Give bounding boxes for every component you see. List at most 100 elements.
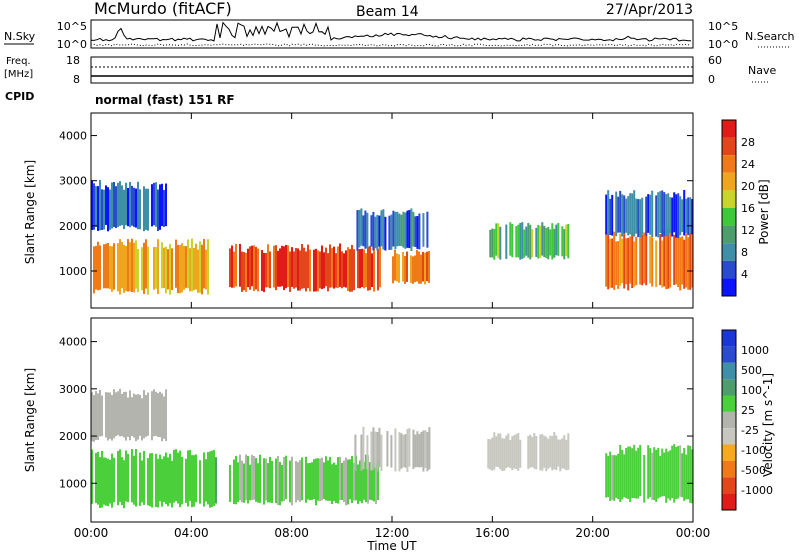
echo-column-2 xyxy=(345,457,347,506)
echo-column-4 xyxy=(420,254,422,284)
echo-column-1 xyxy=(113,389,115,439)
echo-column-5 xyxy=(537,224,540,259)
echo-column-0 xyxy=(127,239,129,292)
echo-column-1 xyxy=(127,188,129,227)
y-tick-label: 2000 xyxy=(59,220,87,233)
echo-column-4 xyxy=(493,432,496,470)
echo-column-6 xyxy=(669,228,672,288)
echo-column-2 xyxy=(349,249,351,292)
echo-column-2 xyxy=(277,250,279,287)
echo-column-0 xyxy=(147,246,149,295)
echo-column-6 xyxy=(661,240,664,288)
colorbar-swatch xyxy=(722,460,736,478)
echo-column-2 xyxy=(317,250,319,292)
power-echo-layer xyxy=(91,180,694,295)
echo-column-1 xyxy=(127,397,129,437)
echo-column-1 xyxy=(93,183,95,230)
echo-column-4 xyxy=(535,436,538,470)
echo-column-2 xyxy=(281,465,283,502)
echo-column-2 xyxy=(325,456,327,501)
colorbar-swatch xyxy=(722,278,736,296)
echo-column-2 xyxy=(343,460,345,502)
echo-column-4 xyxy=(487,439,490,469)
echo-column-1 xyxy=(111,395,113,441)
echo-column-7 xyxy=(621,194,624,237)
echo-column-5 xyxy=(553,228,556,258)
echo-column-2 xyxy=(327,253,329,292)
echo-column-3 xyxy=(366,435,369,470)
echo-column-0 xyxy=(129,242,131,292)
echo-column-2 xyxy=(369,462,371,500)
echo-column-2 xyxy=(357,464,359,505)
echo-column-7 xyxy=(617,196,620,233)
echo-column-2 xyxy=(295,461,297,503)
x-tick-label: 08:00 xyxy=(274,526,309,540)
freq-label-line1: Freq. xyxy=(6,56,31,67)
echo-column-3 xyxy=(424,430,427,469)
echo-column-5 xyxy=(567,224,570,259)
echo-column-2 xyxy=(359,249,361,289)
echo-column-1 xyxy=(159,391,161,438)
echo-column-7 xyxy=(611,194,614,236)
echo-column-2 xyxy=(277,455,279,505)
echo-column-0 xyxy=(179,450,181,508)
echo-column-5 xyxy=(661,448,664,497)
echo-column-5 xyxy=(535,227,538,257)
cpid-value: normal (fast) 151 RF xyxy=(95,93,235,107)
echo-column-7 xyxy=(619,190,622,233)
echo-column-6 xyxy=(635,236,638,286)
echo-column-2 xyxy=(271,460,273,503)
y-tick-label: 4000 xyxy=(59,130,87,143)
echo-column-2 xyxy=(247,248,249,288)
echo-column-2 xyxy=(361,248,363,287)
echo-column-2 xyxy=(335,253,337,288)
echo-column-2 xyxy=(353,249,355,291)
echo-column-4 xyxy=(533,433,536,469)
echo-column-7 xyxy=(691,199,694,235)
echo-column-1 xyxy=(161,393,163,442)
echo-column-0 xyxy=(141,460,143,503)
echo-column-4 xyxy=(398,254,400,283)
echo-column-0 xyxy=(183,245,185,290)
echo-column-2 xyxy=(285,455,287,500)
echo-column-0 xyxy=(117,243,119,292)
echo-column-2 xyxy=(269,251,271,289)
colorbar-tick-label: -500 xyxy=(741,464,766,477)
echo-column-5 xyxy=(527,222,530,258)
echo-column-0 xyxy=(195,454,197,503)
echo-column-1 xyxy=(147,392,149,436)
echo-column-6 xyxy=(625,238,628,285)
echo-column-5 xyxy=(677,445,680,499)
echo-column-2 xyxy=(319,251,321,289)
echo-column-4 xyxy=(543,435,546,468)
y-tick-label: 4000 xyxy=(59,336,87,349)
colorbar-tick-label: 500 xyxy=(741,364,762,377)
echo-column-3 xyxy=(390,214,393,250)
echo-column-6 xyxy=(651,237,654,287)
echo-column-4 xyxy=(392,256,394,284)
echo-column-3 xyxy=(378,427,381,468)
echo-column-3 xyxy=(422,213,425,247)
echo-column-1 xyxy=(161,183,163,227)
echo-column-5 xyxy=(523,229,526,258)
echo-column-0 xyxy=(133,455,135,505)
echo-column-1 xyxy=(121,393,123,437)
echo-column-0 xyxy=(175,239,177,288)
echo-column-4 xyxy=(406,251,408,282)
echo-column-2 xyxy=(313,459,315,500)
echo-column-4 xyxy=(416,249,418,282)
echo-column-3 xyxy=(416,431,419,468)
echo-column-6 xyxy=(681,236,684,285)
echo-column-1 xyxy=(119,388,121,437)
echo-column-0 xyxy=(123,460,125,509)
x-tick-label: 16:00 xyxy=(475,526,510,540)
echo-column-5 xyxy=(625,448,628,499)
echo-column-2 xyxy=(235,243,237,287)
echo-column-2 xyxy=(301,244,303,289)
echo-column-6 xyxy=(633,241,636,287)
echo-column-2 xyxy=(285,244,287,289)
echo-column-4 xyxy=(567,433,570,470)
echo-column-0 xyxy=(141,247,143,291)
echo-column-6 xyxy=(677,232,680,288)
echo-column-0 xyxy=(181,243,183,293)
